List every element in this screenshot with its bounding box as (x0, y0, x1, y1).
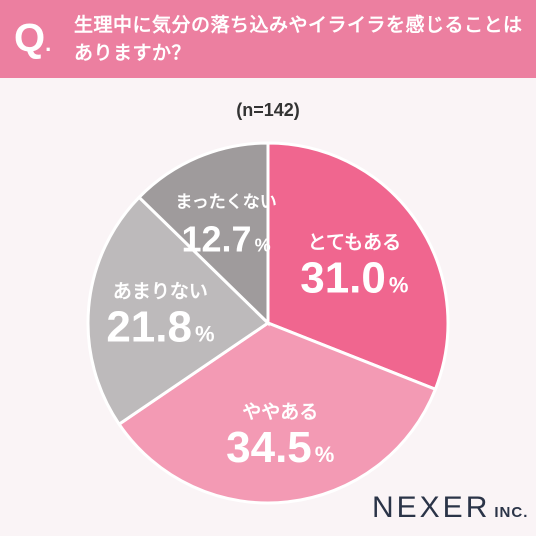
slice-category-label: とてもある (308, 231, 401, 253)
brand-suffix: INC. (494, 504, 529, 521)
slice-value-label: 12.7% (181, 218, 270, 259)
slice-category-label: あまりない (113, 281, 208, 303)
brand-name: NEXER (372, 491, 491, 524)
q-dot: . (45, 31, 52, 56)
slice-category-label: まったくない (175, 192, 276, 212)
slice-totemo-aru (266, 141, 450, 392)
question-text: 生理中に気分の落ち込みやイライラを感じることはありますか？ (74, 14, 523, 64)
slice-value-label: 34.5% (226, 423, 334, 472)
slice-yaya-aru (117, 321, 438, 505)
q-mark: Q. (14, 10, 51, 72)
slice-value-label: 21.8% (106, 303, 214, 352)
slice-category-label: ややある (242, 401, 318, 423)
sample-size: (n=142) (236, 100, 300, 120)
slice-mattaku-nai (137, 141, 270, 327)
brand-logo: NEXER INC. (372, 491, 528, 525)
slice-amari-nai (86, 195, 271, 427)
slice-value-label: 31.0% (300, 253, 408, 302)
q-letter: Q (14, 16, 46, 60)
question-header: Q. 生理中に気分の落ち込みやイライラを感じることはありますか？ (0, 0, 536, 78)
